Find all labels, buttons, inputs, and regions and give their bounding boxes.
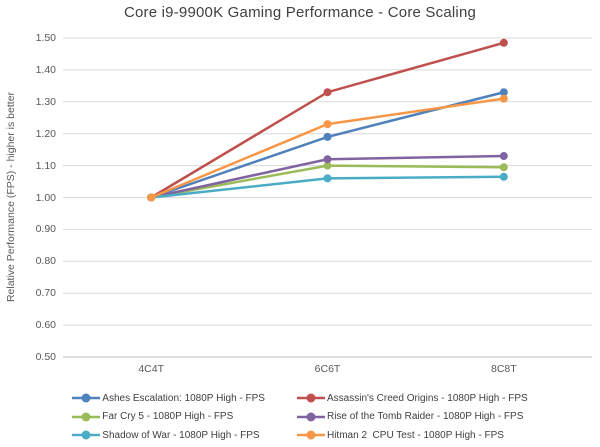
legend-line-marker-icon [72,430,101,440]
legend-label: Shadow of War - 1080P High - FPS [102,429,260,441]
data-point [323,88,332,97]
y-tick-label: 1.50 [35,32,56,44]
legend-item: Assassin's Creed Origins - 1080P High - … [296,391,528,405]
series-line-5 [149,97,506,199]
legend-line-marker-icon [296,430,325,440]
legend-label: Assassin's Creed Origins - 1080P High - … [326,392,528,404]
chart-title: Core i9-9900K Gaming Performance - Core … [123,4,477,21]
y-tick-label: 0.90 [35,223,56,236]
legend: Ashes Escalation: 1080P High - FPS Assass… [72,391,528,442]
legend-line-marker-icon [296,393,325,403]
y-tick-label: 0.80 [35,255,56,268]
x-tick-label: 6C6T [314,363,341,375]
data-point [499,152,508,161]
data-point [499,94,508,103]
legend-item: Ashes Escalation: 1080P High - FPS [72,391,265,405]
data-point [323,174,332,183]
y-tick-label: 1.00 [35,191,56,204]
legend-item: Hitman 2 CPU Test - 1080P High - FPS [296,428,528,442]
data-point [499,163,508,172]
data-point [499,172,508,181]
y-tick-label: 0.70 [35,287,56,300]
y-tick-label: 0.50 [35,351,56,363]
legend-item: Far Cry 5 - 1080P High - FPS [72,410,265,424]
x-tick-label: 8C8T [490,363,517,375]
legend-line-marker-icon [296,412,325,421]
legend-line-marker-icon [72,393,101,403]
y-tick-label: 1.20 [35,127,56,140]
data-point [323,161,332,170]
legend-item: Rise of the Tomb Raider - 1080P High - F… [296,410,528,424]
legend-label: Ashes Escalation: 1080P High - FPS [102,392,265,404]
data-point [147,193,156,202]
legend-label: Rise of the Tomb Raider - 1080P High - F… [326,411,524,422]
data-point [323,155,332,164]
legend-line-marker-icon [72,412,101,421]
y-tick-label: 1.10 [35,159,56,172]
y-tick-label: 1.30 [35,95,56,108]
data-point [323,120,332,129]
y-tick-label: 1.40 [35,63,56,76]
legend-label: Far Cry 5 - 1080P High - FPS [102,411,234,422]
legend-label: Hitman 2 CPU Test - 1080P High - FPS [326,429,504,441]
x-tick-label: 4C4T [138,363,164,375]
legend-item: Shadow of War - 1080P High - FPS [72,428,265,442]
data-point [499,88,508,97]
data-point [323,132,332,141]
y-tick-label: 0.60 [35,319,56,332]
data-point [499,38,508,47]
